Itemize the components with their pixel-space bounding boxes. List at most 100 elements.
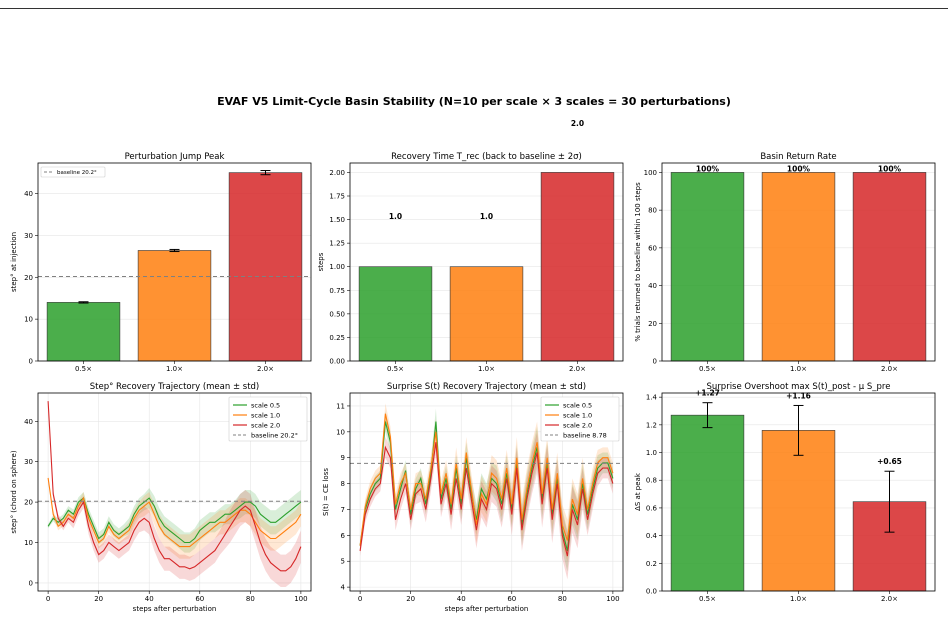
jump-ylabel: step° at injection — [10, 232, 18, 292]
basin-title: Basin Return Rate — [760, 152, 836, 162]
jump-ytick-label: 0 — [29, 358, 33, 366]
trec-data-label: 1.0 — [480, 212, 493, 221]
overshoot-title: Surprise Overshoot max S(t)_post - μ S_p… — [707, 382, 891, 392]
steptraj-xtick-label: 80 — [246, 595, 255, 603]
surprise-title: Surprise S(t) Recovery Trajectory (mean … — [387, 382, 586, 392]
trec-ytick-label: 1.75 — [329, 193, 345, 201]
steptraj-xtick-label: 40 — [145, 595, 154, 603]
surprise-ytick-label: 4 — [341, 584, 346, 592]
trec-ylabel: steps — [317, 252, 325, 271]
basin-data-label: 100% — [787, 164, 811, 173]
basin-ytick-label: 100 — [644, 169, 657, 177]
overshoot-data-label: +0.65 — [877, 457, 902, 466]
jump-bar — [228, 172, 303, 362]
basin-bar — [761, 172, 836, 362]
trec-ytick-label: 0.50 — [329, 310, 345, 318]
surprise-xtick-label: 40 — [457, 595, 466, 603]
jump-bar — [46, 302, 121, 362]
basin-ylabel: % trials returned to baseline within 100… — [634, 182, 642, 342]
surprise-ytick-label: 9 — [341, 454, 345, 462]
jump-xtick-label: 0.5× — [75, 365, 92, 373]
jump-ytick-label: 20 — [24, 274, 33, 282]
jump-bar — [137, 250, 212, 362]
surprise-legend-label: baseline 8.78 — [563, 432, 607, 440]
basin-bar — [852, 172, 927, 362]
overshoot-ytick-label: 0.6 — [646, 504, 658, 512]
trec-ytick-label: 1.25 — [329, 240, 345, 248]
steptraj-legend-label: baseline 20.2° — [251, 432, 298, 440]
trec-axes-frame — [349, 162, 624, 362]
overshoot-ytick-label: 1.2 — [646, 421, 657, 429]
surprise-ytick-label: 10 — [336, 428, 345, 436]
top-border-line — [0, 8, 948, 9]
surprise-ytick-label: 7 — [341, 506, 345, 514]
basin-bar — [670, 172, 745, 362]
surprise-series-line — [359, 413, 614, 546]
overshoot-data-label: +1.16 — [786, 391, 811, 400]
basin-data-label: 100% — [696, 164, 720, 173]
overshoot-ytick-label: 0.8 — [646, 477, 657, 485]
steptraj-ylabel: step° (chord on sphere) — [10, 450, 18, 533]
steptraj-ytick-label: 40 — [24, 418, 33, 426]
basin-ytick-label: 20 — [648, 320, 657, 328]
steptraj-ytick-label: 20 — [24, 499, 33, 507]
steptraj-axes-frame — [37, 392, 312, 592]
steptraj-series-line — [47, 497, 302, 544]
trec-ytick-label: 2.00 — [329, 169, 345, 177]
trec-ytick-label: 1.00 — [329, 263, 345, 271]
steptraj-title: Step° Recovery Trajectory (mean ± std) — [90, 382, 260, 392]
overshoot-xtick-label: 2.0× — [881, 595, 898, 603]
surprise-std-band — [360, 408, 613, 572]
surprise-ytick-label: 11 — [336, 402, 345, 410]
steptraj-ytick-label: 30 — [24, 458, 33, 466]
surprise-ytick-label: 6 — [341, 532, 346, 540]
trec-data-label: 2.0 — [571, 119, 584, 128]
steptraj-ytick-label: 0 — [29, 579, 33, 587]
overshoot-bar — [670, 414, 745, 592]
surprise-legend-label: scale 1.0 — [563, 412, 592, 420]
surprise-ylabel: S(t) = CE loss — [322, 468, 330, 516]
trec-title: Recovery Time T_rec (back to baseline ± … — [391, 152, 582, 162]
surprise-axes-frame — [349, 392, 624, 592]
overshoot-ytick-label: 1.4 — [646, 394, 658, 402]
steptraj-legend-label: scale 2.0 — [251, 422, 280, 430]
steptraj-series-line — [47, 401, 302, 572]
steptraj-xtick-label: 0 — [46, 595, 50, 603]
jump-legend-label: baseline 20.2° — [57, 170, 97, 176]
trec-xtick-label: 2.0× — [569, 365, 586, 373]
steptraj-legend-label: scale 1.0 — [251, 412, 280, 420]
trec-xtick-label: 0.5× — [387, 365, 404, 373]
basin-axes-frame — [661, 162, 936, 362]
overshoot-bar — [761, 430, 836, 592]
surprise-ytick-label: 5 — [341, 558, 345, 566]
basin-xtick-label: 1.0× — [790, 365, 807, 373]
jump-legend-box — [40, 166, 106, 178]
surprise-xtick-label: 100 — [606, 595, 619, 603]
steptraj-xtick-label: 60 — [195, 595, 204, 603]
trec-data-label: 1.0 — [389, 212, 402, 221]
steptraj-std-band — [48, 399, 301, 587]
steptraj-xlabel: steps after perturbation — [133, 605, 217, 613]
steptraj-legend-box — [228, 396, 308, 442]
overshoot-ylabel: ΔS at peak — [634, 472, 642, 511]
figure-suptitle: EVAF V5 Limit-Cycle Basin Stability (N=1… — [217, 95, 731, 108]
basin-ytick-label: 80 — [648, 207, 657, 215]
surprise-legend-label: scale 2.0 — [563, 422, 592, 430]
overshoot-xtick-label: 0.5× — [699, 595, 716, 603]
overshoot-ytick-label: 0.2 — [646, 560, 657, 568]
basin-ytick-label: 40 — [648, 282, 657, 290]
jump-title: Perturbation Jump Peak — [125, 152, 225, 162]
trec-ytick-label: 1.50 — [329, 216, 345, 224]
trec-ytick-label: 0.00 — [329, 358, 345, 366]
trec-bar — [540, 172, 615, 362]
jump-axes-frame — [37, 162, 312, 362]
jump-xtick-label: 1.0× — [166, 365, 183, 373]
surprise-series-line — [359, 442, 614, 557]
basin-ytick-label: 60 — [648, 244, 657, 252]
trec-bar — [449, 266, 524, 362]
overshoot-axes-frame — [661, 392, 936, 592]
surprise-ytick-label: 8 — [341, 480, 345, 488]
jump-ytick-label: 30 — [24, 232, 33, 240]
steptraj-legend-label: scale 0.5 — [251, 402, 280, 410]
